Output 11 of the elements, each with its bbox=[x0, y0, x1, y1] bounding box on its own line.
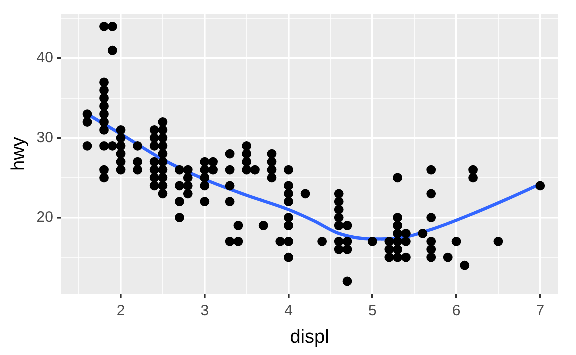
x-tick-label: 2 bbox=[116, 302, 126, 320]
y-tick-label: 20 bbox=[36, 208, 54, 226]
y-axis-title: hwy bbox=[8, 136, 30, 171]
x-tick-label: 7 bbox=[536, 302, 545, 320]
x-axis-title: displ bbox=[290, 326, 330, 348]
y-tick-label: 40 bbox=[36, 50, 54, 67]
x-tick-label: 6 bbox=[452, 302, 461, 320]
x-tick-label: 4 bbox=[284, 302, 293, 320]
y-tick-label: 30 bbox=[36, 129, 54, 146]
x-tick-label: 5 bbox=[368, 302, 377, 320]
x-tick-label: 3 bbox=[200, 302, 210, 320]
